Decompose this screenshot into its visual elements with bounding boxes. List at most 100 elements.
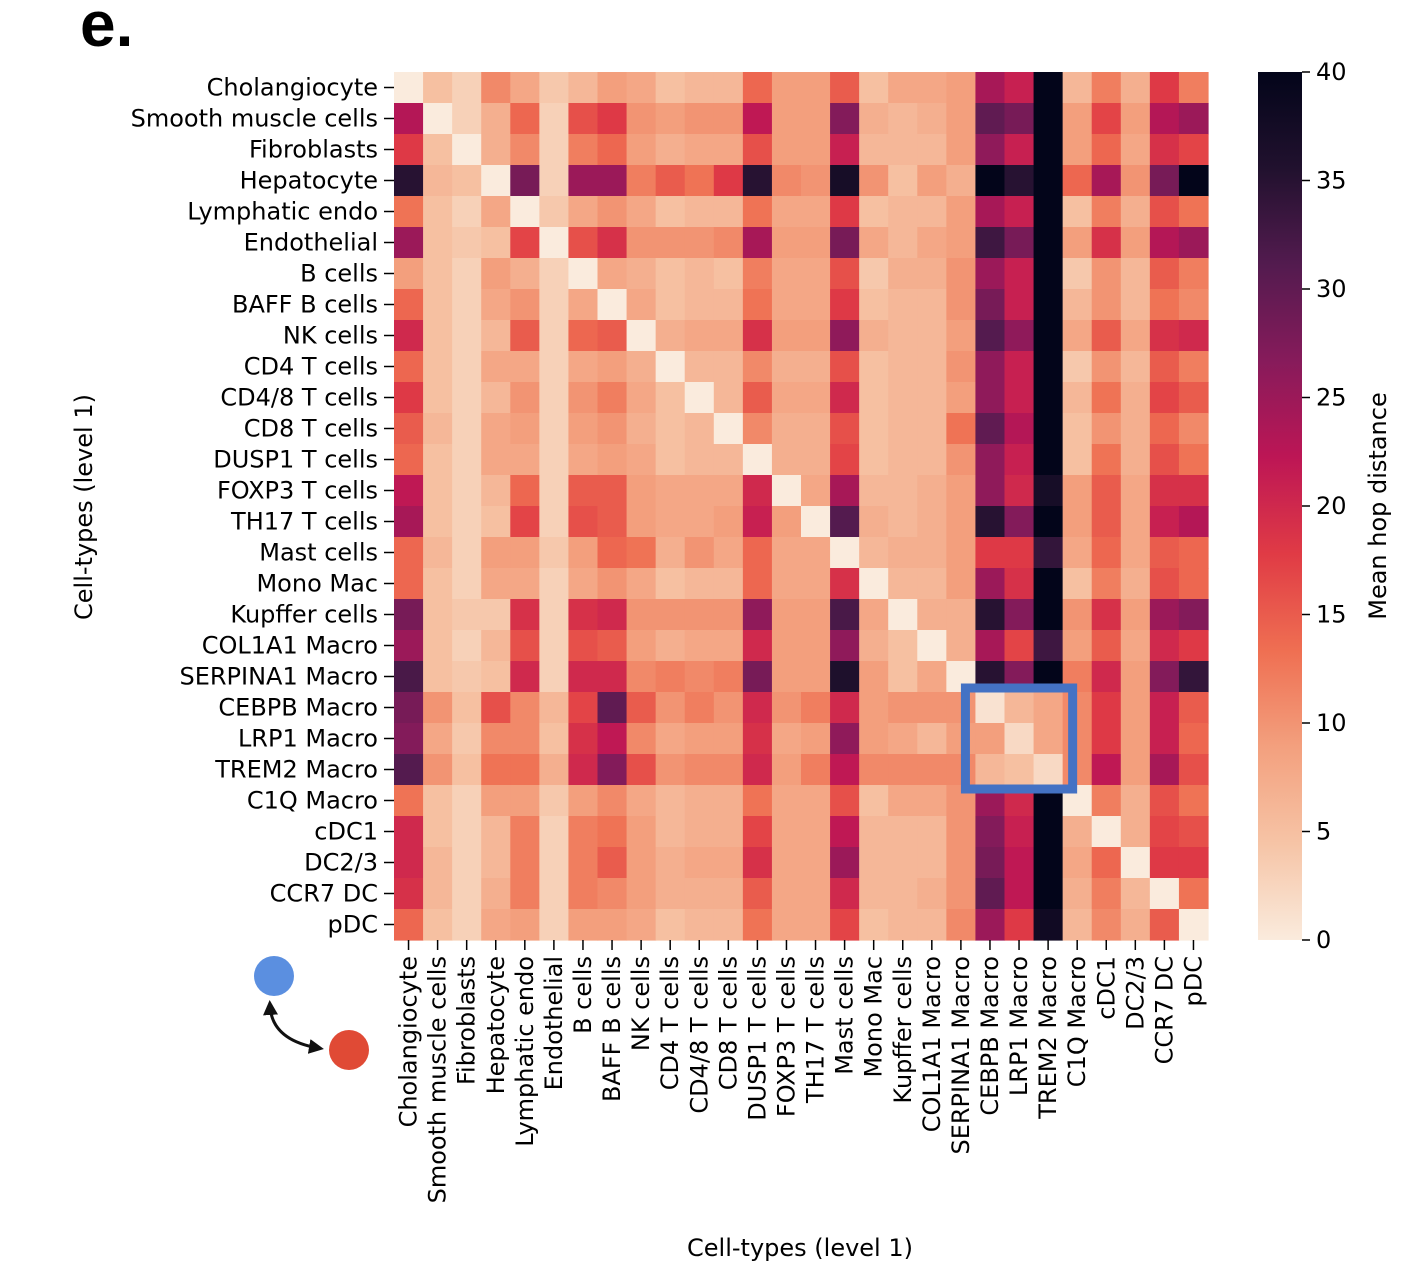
heatmap-cell-cd8-t-cells-th17-t-cells: [801, 413, 831, 445]
heatmap-cell-cd8-t-cells-smooth-muscle-cells: [423, 413, 453, 445]
heatmap-cell-endothelial-trem2-macro: [1033, 227, 1064, 259]
heatmap-cell-cd4-8-t-cells-pdc: [1178, 382, 1209, 414]
heatmap-cell-smooth-muscle-cells-cdc1: [1091, 103, 1122, 135]
heatmap-cell-th17-t-cells-nk-cells: [626, 506, 657, 538]
heatmap-cell-col1a1-macro-smooth-muscle-cells: [423, 630, 453, 662]
heatmap-cell-ccr7-dc-endothelial: [539, 878, 570, 910]
heatmap-cell-lrp1-macro-cebpb-macro: [975, 723, 1006, 755]
heatmap-cell-pdc-baff-b-cells: [597, 909, 628, 941]
y-tick-label-hepatocyte: Hepatocyte: [240, 167, 378, 195]
heatmap-cell-serpina1-macro-smooth-muscle-cells: [423, 661, 453, 693]
y-tick-label-kupffer-cells: Kupffer cells: [230, 601, 378, 629]
heatmap-cell-serpina1-macro-pdc: [1178, 661, 1209, 693]
heatmap-cell-endothelial-lrp1-macro: [1004, 227, 1035, 259]
heatmap-cell-cd4-t-cells-foxp3-t-cells: [771, 351, 802, 383]
x-tick-label-mast-cells: Mast cells: [831, 956, 859, 1075]
heatmap-cell-cd4-8-t-cells-cd4-t-cells: [655, 382, 686, 414]
heatmap-cell-b-cells-c1q-macro: [1062, 258, 1093, 290]
heatmap-cell-fibroblasts-cholangiocyte: [394, 134, 424, 166]
heatmap-cell-kupffer-cells-cd4-8-t-cells: [684, 599, 715, 631]
heatmap-cell-cd4-t-cells-cdc1: [1091, 351, 1122, 383]
heatmap-cell-mast-cells-cdc1: [1091, 537, 1122, 569]
heatmap-cell-foxp3-t-cells-dusp1-t-cells: [742, 475, 773, 507]
heatmap-cell-cd4-8-t-cells-cebpb-macro: [975, 382, 1006, 414]
heatmap-cell-lrp1-macro-trem2-macro: [1033, 723, 1064, 755]
heatmap-cell-dc2-3-th17-t-cells: [801, 847, 831, 879]
y-tick-label-smooth-muscle-cells: Smooth muscle cells: [131, 105, 378, 133]
heatmap-cell-pdc-serpina1-macro: [946, 909, 977, 941]
heatmap-cell-dusp1-t-cells-b-cells: [568, 444, 599, 476]
heatmap-cell-col1a1-macro-lymphatic-endo: [510, 630, 540, 662]
heatmap-cell-cdc1-smooth-muscle-cells: [423, 816, 453, 848]
heatmap-cell-hepatocyte-lrp1-macro: [1004, 165, 1035, 197]
heatmap-cell-foxp3-t-cells-fibroblasts: [452, 475, 482, 507]
x-tick-label-col1a1-macro: COL1A1 Macro: [918, 956, 946, 1132]
heatmap-cell-smooth-muscle-cells-nk-cells: [626, 103, 657, 135]
heatmap-cell-lymphatic-endo-lrp1-macro: [1004, 196, 1035, 228]
heatmap-cell-cd4-t-cells-endothelial: [539, 351, 570, 383]
heatmap-cell-hepatocyte-foxp3-t-cells: [771, 165, 802, 197]
heatmap-cell-endothelial-th17-t-cells: [801, 227, 831, 259]
heatmap-cell-cd4-8-t-cells-nk-cells: [626, 382, 657, 414]
heatmap-cell-mono-mac-col1a1-macro: [917, 568, 947, 600]
heatmap-cell-cholangiocyte-foxp3-t-cells: [771, 72, 802, 104]
heatmap-cell-cdc1-serpina1-macro: [946, 816, 977, 848]
heatmap-cell-c1q-macro-b-cells: [568, 785, 599, 817]
heatmap-cell-th17-t-cells-baff-b-cells: [597, 506, 628, 538]
heatmap-cell-foxp3-t-cells-cd4-t-cells: [655, 475, 686, 507]
heatmap-cell-cholangiocyte-fibroblasts: [452, 72, 482, 104]
heatmap-cell-dc2-3-b-cells: [568, 847, 599, 879]
heatmap-cell-hepatocyte-lymphatic-endo: [510, 165, 540, 197]
heatmap-cell-cd8-t-cells-cdc1: [1091, 413, 1122, 445]
heatmap-cell-trem2-macro-dusp1-t-cells: [742, 754, 773, 786]
heatmap-cell-baff-b-cells-cdc1: [1091, 289, 1122, 321]
heatmap-cell-mono-mac-dc2-3: [1120, 568, 1151, 600]
heatmap-cell-hepatocyte-cd8-t-cells: [713, 165, 744, 197]
heatmap-cell-mast-cells-ccr7-dc: [1149, 537, 1180, 569]
heatmap-cell-nk-cells-cd8-t-cells: [713, 320, 744, 352]
heatmap-cell-fibroblasts-col1a1-macro: [917, 134, 947, 166]
heatmap-cell-fibroblasts-dc2-3: [1120, 134, 1151, 166]
heatmap-cell-cebpb-macro-smooth-muscle-cells: [423, 692, 453, 724]
heatmap-cell-endothelial-cebpb-macro: [975, 227, 1006, 259]
heatmap-cell-hepatocyte-baff-b-cells: [597, 165, 628, 197]
heatmap-cell-foxp3-t-cells-kupffer-cells: [888, 475, 918, 507]
heatmap-cell-baff-b-cells-lymphatic-endo: [510, 289, 540, 321]
heatmap-cell-mono-mac-cebpb-macro: [975, 568, 1006, 600]
heatmap-cell-cd4-t-cells-lymphatic-endo: [510, 351, 540, 383]
heatmap-cell-b-cells-smooth-muscle-cells: [423, 258, 453, 290]
heatmap-cell-cd4-t-cells-cd8-t-cells: [713, 351, 744, 383]
x-tick-label-cdc1: cDC1: [1092, 956, 1120, 1020]
heatmap-cell-cd4-t-cells-th17-t-cells: [801, 351, 831, 383]
heatmap-cell-dc2-3-fibroblasts: [452, 847, 482, 879]
heatmap-cell-fibroblasts-mono-mac: [859, 134, 889, 166]
heatmap-cell-smooth-muscle-cells-mono-mac: [859, 103, 889, 135]
heatmap-cell-baff-b-cells-serpina1-macro: [946, 289, 977, 321]
heatmap-cell-foxp3-t-cells-mast-cells: [830, 475, 860, 507]
heatmap-cell-serpina1-macro-dc2-3: [1120, 661, 1151, 693]
heatmap-cell-hepatocyte-dusp1-t-cells: [742, 165, 773, 197]
heatmap-cell-trem2-macro-baff-b-cells: [597, 754, 628, 786]
heatmap-cell-nk-cells-lymphatic-endo: [510, 320, 540, 352]
heatmap-cell-pdc-cebpb-macro: [975, 909, 1006, 941]
heatmap-cell-dusp1-t-cells-lymphatic-endo: [510, 444, 540, 476]
heatmap-cell-serpina1-macro-dusp1-t-cells: [742, 661, 773, 693]
heatmap-cell-ccr7-dc-mast-cells: [830, 878, 860, 910]
heatmap-cell-fibroblasts-smooth-muscle-cells: [423, 134, 453, 166]
heatmap-cell-smooth-muscle-cells-lrp1-macro: [1004, 103, 1035, 135]
heatmap-cell-lymphatic-endo-fibroblasts: [452, 196, 482, 228]
heatmap-cell-cd4-8-t-cells-lymphatic-endo: [510, 382, 540, 414]
heatmap-cell-cd8-t-cells-trem2-macro: [1033, 413, 1064, 445]
heatmap-cell-foxp3-t-cells-baff-b-cells: [597, 475, 628, 507]
heatmap-cell-c1q-macro-pdc: [1178, 785, 1209, 817]
heatmap-cell-cd8-t-cells-kupffer-cells: [888, 413, 918, 445]
heatmap-cell-dc2-3-smooth-muscle-cells: [423, 847, 453, 879]
heatmap-cell-pdc-ccr7-dc: [1149, 909, 1180, 941]
heatmap-cell-trem2-macro-dc2-3: [1120, 754, 1151, 786]
heatmap-cell-cholangiocyte-cdc1: [1091, 72, 1122, 104]
heatmap-cell-pdc-b-cells: [568, 909, 599, 941]
heatmap-cell-b-cells-col1a1-macro: [917, 258, 947, 290]
heatmap-cell-cd4-t-cells-dusp1-t-cells: [742, 351, 773, 383]
heatmap-cell-serpina1-macro-foxp3-t-cells: [771, 661, 802, 693]
x-tick-label-pdc: pDC: [1179, 956, 1207, 1006]
